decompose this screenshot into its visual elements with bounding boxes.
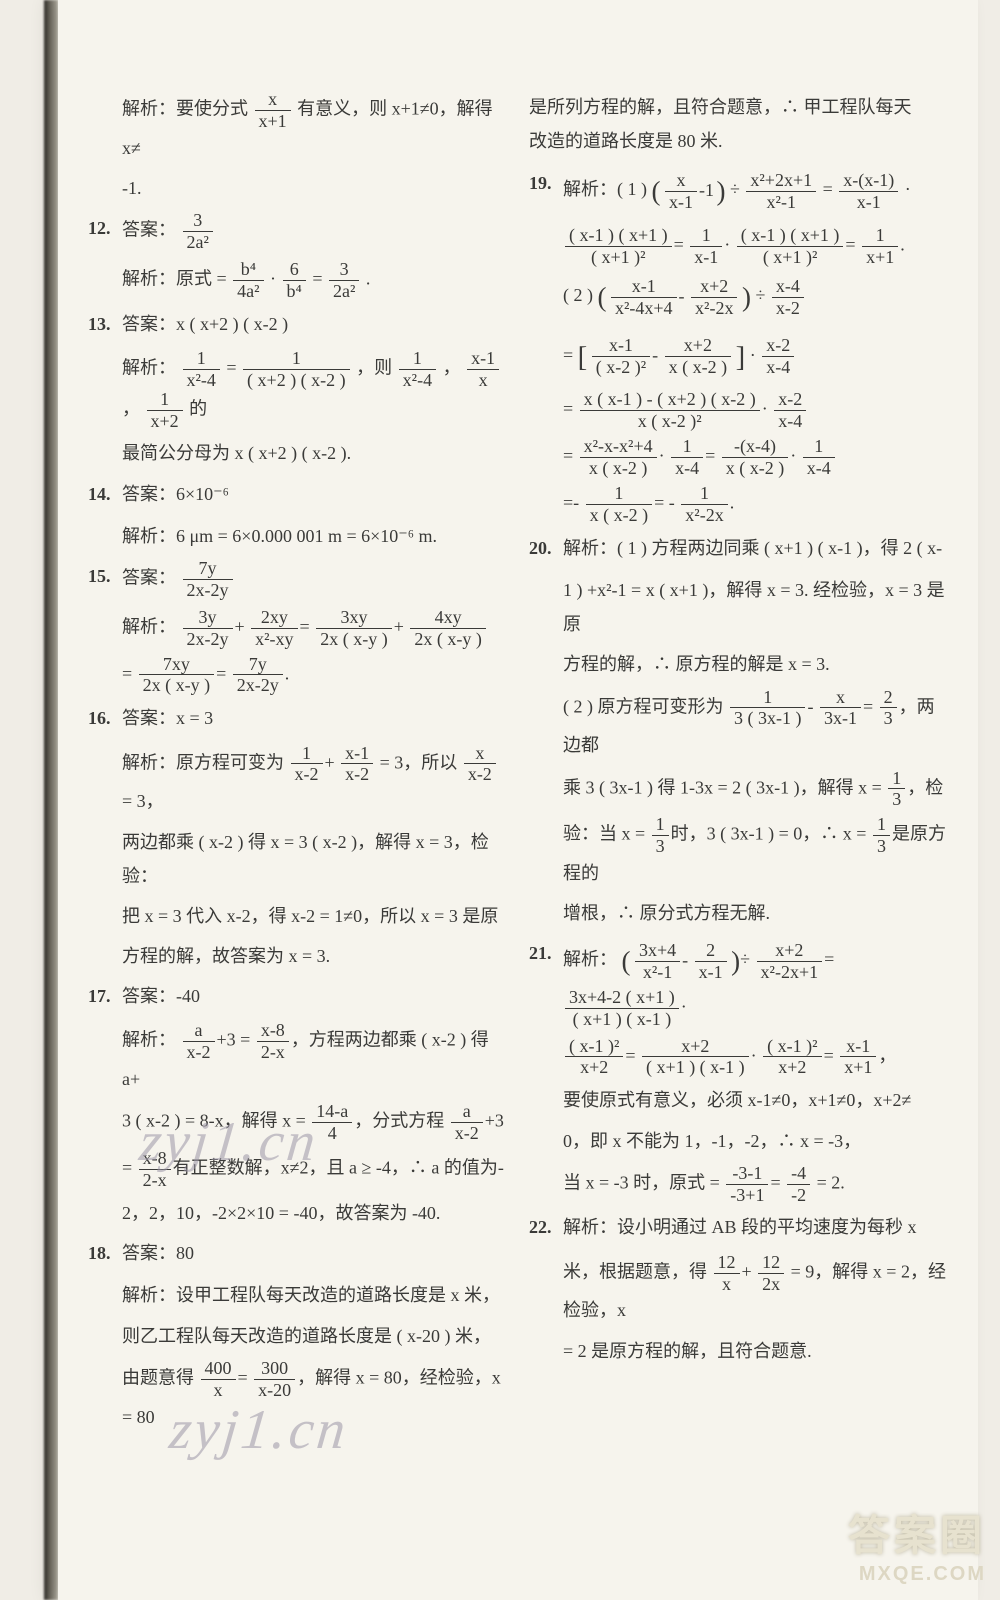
q13-line2: 最简公分母为 x ( x+2 ) ( x-2 ). [88,436,507,470]
q13: 13.答案：x ( x+2 ) ( x-2 ) [88,307,507,341]
page-torn-edge [44,0,58,1600]
q20-p2: ( 2 ) 原方程可变形为 13 ( 3x-1 )- x3x-1= 23，两边都 [529,688,948,763]
q19-p2-s5: =- 1x ( x-2 )= - 1x²-2x. [529,484,948,525]
q22: 22.解析：设小明通过 AB 段的平均速度为每秒 x [529,1210,948,1244]
q21-s2: ( x-1 )²x+2= x+2( x+1 ) ( x-1 )· ( x-1 )… [529,1037,948,1078]
q17-l4: 2，2，10，-2×2×10 = -40，故答案为 -40. [88,1196,507,1230]
q20: 20.解析：( 1 ) 方程两边同乘 ( x+1 ) ( x-1 )，得 2 (… [529,531,948,565]
q21: 21. 解析： 3x+4x²-1- 2x-1 ÷ x+2x²-2x+1= 3x+… [529,936,948,1028]
q11-explain: 解析：要使分式 xx+1 有意义，则 x+1≠0，解得 x≠ [88,90,507,165]
worksheet-page: 解析：要使分式 xx+1 有意义，则 x+1≠0，解得 x≠ -1. 12. 答… [58,0,978,1600]
q19-p2-s1: ( 2 ) x-1x²-4x+4- x+2x²-2x ÷ x-4x-2 [529,272,948,323]
q19: 19. 解析：( 1 ) xx-1-1 ÷ x²+2x+1x²-1 = x-(x… [529,166,948,217]
corner-stamp: 答案圈 MXQE.COM [848,1502,986,1586]
q21-l3: 要使原式有意义，必须 x-1≠0，x+1≠0，x+2≠ [529,1083,948,1117]
q14: 14.答案：6×10⁻⁶ [88,477,507,511]
q16-l1: 解析：原方程可变为 1x-2+ x-1x-2 = 3，所以 xx-2 = 3， [88,744,507,819]
q19-p2-s4: = x²-x-x²+4x ( x-2 )· 1x-4= -(x-4)x ( x-… [529,437,948,478]
q20-l7: 增根，∴ 原分式方程无解. [529,896,948,930]
carryover-l1: 是所列方程的解，且符合题意，∴ 甲工程队每天 [529,90,948,124]
q16-l2: 两边都乘 ( x-2 ) 得 x = 3 ( x-2 )，解得 x = 3，检验… [88,825,507,893]
q20-l3: 方程的解，∴ 原方程的解是 x = 3. [529,647,948,681]
q22-l3: = 2 是原方程的解，且符合题意. [529,1334,948,1368]
q20-l5: 乘 3 ( 3x-1 ) 得 1-3x = 2 ( 3x-1 )，解得 x = … [529,769,948,810]
q19-p2-s3: = x ( x-1 ) - ( x+2 ) ( x-2 )x ( x-2 )²·… [529,390,948,431]
q18-l2: 则乙工程队每天改造的道路长度是 ( x-20 ) 米， [88,1319,507,1353]
q16-l3: 把 x = 3 代入 x-2，得 x-2 = 1≠0，所以 x = 3 是原 [88,899,507,933]
q15-l2: = 7xy2x ( x-y )= 7y2x-2y. [88,655,507,696]
q11-line2: -1. [88,171,507,205]
left-column: 解析：要使分式 xx+1 有意义，则 x+1≠0，解得 x≠ -1. 12. 答… [88,90,507,1440]
q17: 17.答案：-40 [88,979,507,1013]
q20-l2: 1 ) +x²-1 = x ( x+1 )，解得 x = 3. 经检验，x = … [529,573,948,641]
q17-l1: 解析： ax-2+3 = x-82-x，方程两边都乘 ( x-2 ) 得 a+ [88,1021,507,1096]
corner-line2: MXQE.COM [848,1563,986,1586]
q15-l1: 解析： 3y2x-2y+ 2xyx²-xy= 3xy2x ( x-y )+ 4x… [88,608,507,649]
watermark-2: zyj1.cn [167,1398,352,1462]
q13-explain: 解析： 1x²-4 = 1( x+2 ) ( x-2 ) ，则 1x²-4 ， … [88,349,507,431]
q21-l4: 0，即 x 不能为 1，-1，-2，∴ x = -3， [529,1124,948,1158]
q12: 12. 答案： 32a² [88,211,507,252]
q18: 18.答案：80 [88,1236,507,1270]
q12-explain: 解析：原式 = b⁴4a² · 6b⁴ = 32a² . [88,260,507,301]
corner-line1: 答案圈 [848,1502,986,1563]
q21-l5: 当 x = -3 时，原式 = -3-1-3+1= -4-2 = 2. [529,1164,948,1205]
q18-l1: 解析：设甲工程队每天改造的道路长度是 x 米， [88,1278,507,1312]
carryover-l2: 改造的道路长度是 80 米. [529,124,948,158]
watermark-1: zyj1.cn [137,1110,322,1174]
q22-l2: 米，根据题意，得 12x+ 122x = 9，解得 x = 2，经检验，x [529,1253,948,1328]
q15: 15. 答案： 7y2x-2y [88,559,507,600]
q14-explain: 解析：6 μm = 6×0.000 001 m = 6×10⁻⁶ m. [88,519,507,553]
q20-l6: 验：当 x = 13时，3 ( 3x-1 ) = 0，∴ x = 13是原方程的 [529,815,948,890]
q19-p2-s2: = x-1( x-2 )²- x+2x ( x-2 ) · x-2x-4 [529,330,948,385]
q16: 16.答案：x = 3 [88,701,507,735]
text: 解析：要使分式 [122,99,248,119]
q19-s2: ( x-1 ) ( x+1 )( x+1 )²= 1x-1· ( x-1 ) (… [529,226,948,267]
q16-l4: 方程的解，故答案为 x = 3. [88,939,507,973]
right-column: 是所列方程的解，且符合题意，∴ 甲工程队每天 改造的道路长度是 80 米. 19… [529,90,948,1440]
